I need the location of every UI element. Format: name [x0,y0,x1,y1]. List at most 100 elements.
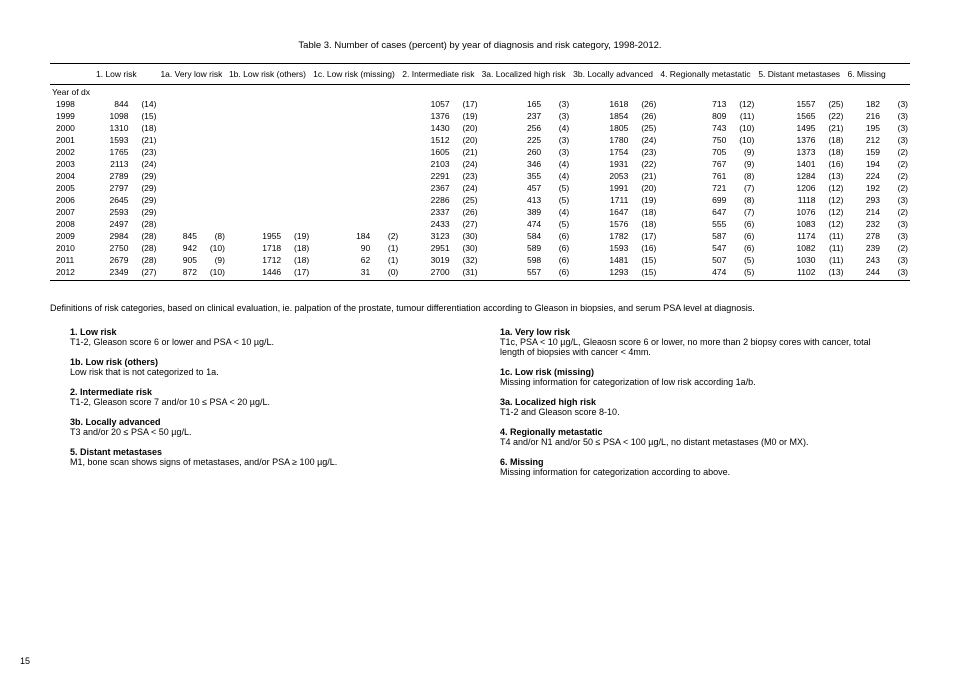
table-cell: 62(1) [311,254,400,266]
definition-block: 1. Low riskT1-2, Gleason score 6 or lowe… [70,327,460,347]
table-cell: 1712(18) [227,254,311,266]
table-cell [311,122,400,134]
table-cell: 216(3) [845,110,910,122]
table-cell: 1605(21) [400,146,479,158]
table-title: Table 3. Number of cases (percent) by ye… [50,40,910,51]
table-cell [311,206,400,218]
year-label: 2003 [50,158,94,170]
table-cell [311,110,400,122]
table-cell: 355(4) [480,170,572,182]
table-cell: 90(1) [311,242,400,254]
table-cell: 809(11) [658,110,756,122]
table-cell [158,98,227,110]
definition-title: 5. Distant metastases [70,447,460,457]
table-cell [158,218,227,230]
table-cell: 194(2) [845,158,910,170]
table-cell: 905(9) [158,254,227,266]
table-cell: 1082(11) [756,242,845,254]
table-cell [311,134,400,146]
table-cell: 2700(31) [400,266,479,281]
table-cell [158,194,227,206]
year-label: 2000 [50,122,94,134]
definition-title: 1b. Low risk (others) [70,357,460,367]
table-cell [227,146,311,158]
table-cell: 1782(17) [571,230,658,242]
definition-title: 1. Low risk [70,327,460,337]
table-cell: 647(7) [658,206,756,218]
data-table: 1. Low risk 1a. Very low risk 1b. Low ri… [50,63,910,281]
col-3b: 3b. Locally advanced [571,64,658,85]
definition-title: 3b. Locally advanced [70,417,460,427]
table-cell: 1401(16) [756,158,845,170]
table-cell: 705(9) [658,146,756,158]
table-cell [158,206,227,218]
table-cell: 1446(17) [227,266,311,281]
table-cell: 256(4) [480,122,572,134]
table-cell: 182(3) [845,98,910,110]
table-cell [311,158,400,170]
table-cell: 2797(29) [94,182,158,194]
year-label: 2006 [50,194,94,206]
table-cell: 2053(21) [571,170,658,182]
table-cell [158,170,227,182]
table-cell: 2433(27) [400,218,479,230]
table-cell: 1118(12) [756,194,845,206]
table-cell: 507(5) [658,254,756,266]
table-cell: 165(3) [480,98,572,110]
table-cell: 243(3) [845,254,910,266]
table-cell [227,194,311,206]
col-3a: 3a. Localized high risk [480,64,572,85]
definition-title: 6. Missing [500,457,890,467]
table-cell: 547(6) [658,242,756,254]
definition-block: 6. MissingMissing information for catego… [500,457,890,477]
definition-block: 4. Regionally metastaticT4 and/or N1 and… [500,427,890,447]
table-cell: 2679(28) [94,254,158,266]
table-cell [227,182,311,194]
year-label: 2010 [50,242,94,254]
table-cell: 1593(16) [571,242,658,254]
year-label: 2001 [50,134,94,146]
table-cell: 474(5) [658,266,756,281]
definition-text: T1-2, Gleason score 7 and/or 10 ≤ PSA < … [70,397,460,407]
table-cell: 2286(25) [400,194,479,206]
table-cell: 942(10) [158,242,227,254]
table-cell: 1754(23) [571,146,658,158]
definition-text: T1-2, Gleason score 6 or lower and PSA <… [70,337,460,347]
table-cell: 1495(21) [756,122,845,134]
table-cell: 2645(29) [94,194,158,206]
table-cell: 2951(30) [400,242,479,254]
table-cell: 1805(25) [571,122,658,134]
table-cell: 239(2) [845,242,910,254]
table-cell: 1765(23) [94,146,158,158]
table-cell: 699(8) [658,194,756,206]
table-cell: 3019(32) [400,254,479,266]
table-cell: 750(10) [658,134,756,146]
table-cell: 1931(22) [571,158,658,170]
table-cell: 1854(26) [571,110,658,122]
table-cell: 31(0) [311,266,400,281]
year-label: 2007 [50,206,94,218]
year-label: 2008 [50,218,94,230]
definition-text: T1c, PSA < 10 µg/L, Gleaosn score 6 or l… [500,337,890,357]
table-cell: 260(3) [480,146,572,158]
table-cell: 1991(20) [571,182,658,194]
table-cell: 1512(20) [400,134,479,146]
definition-text: Missing information for categorization o… [500,377,890,387]
table-cell: 743(10) [658,122,756,134]
table-cell: 1098(15) [94,110,158,122]
table-cell: 2349(27) [94,266,158,281]
definition-block: 5. Distant metastasesM1, bone scan shows… [70,447,460,467]
year-label: 2005 [50,182,94,194]
year-label: 2011 [50,254,94,266]
table-cell: 1565(22) [756,110,845,122]
table-cell: 1284(13) [756,170,845,182]
table-cell: 224(2) [845,170,910,182]
definition-text: M1, bone scan shows signs of metastases,… [70,457,460,467]
table-cell: 1955(19) [227,230,311,242]
table-cell: 2337(26) [400,206,479,218]
year-label: 1998 [50,98,94,110]
definition-text: T3 and/or 20 ≤ PSA < 50 µg/L. [70,427,460,437]
table-cell: 212(3) [845,134,910,146]
definition-block: 3b. Locally advancedT3 and/or 20 ≤ PSA <… [70,417,460,437]
table-cell: 1057(17) [400,98,479,110]
